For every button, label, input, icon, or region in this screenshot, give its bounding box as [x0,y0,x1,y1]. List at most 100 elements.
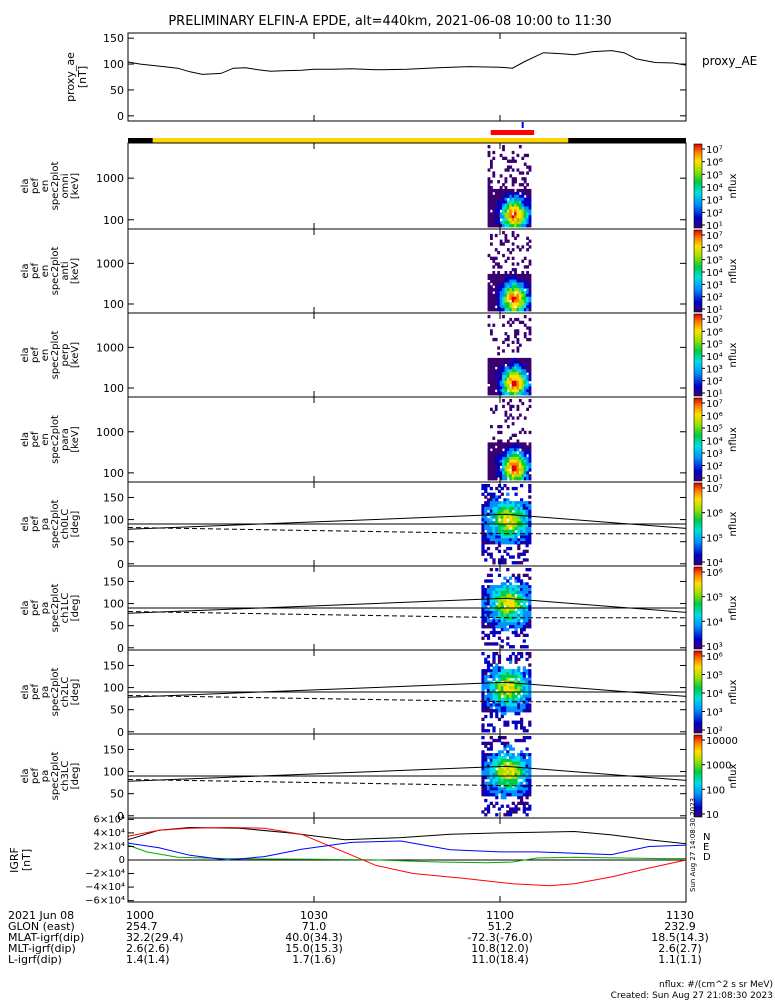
pa-spec-ch1-cell [525,568,529,572]
pa-spec-ch2-cell [489,692,493,696]
pa-spec-ch0-cell [497,538,502,542]
en-spec-para-cell [504,474,508,478]
pa-spec-ch2-cell [489,697,493,701]
pa-spec-ch2-cell [525,683,529,687]
en-spec-anti-cell [528,299,532,303]
en-spec-anti-cell [521,259,525,263]
pa-spec-ch0-cell [506,509,510,513]
pa-spec-ch2-cell [497,686,502,690]
en-spec-perp-cell [516,375,520,379]
pa-spec-ch0-cell [492,498,496,502]
pa-spec-ch3-cell [522,778,526,783]
pa-spec-ch0-cell [520,561,524,565]
pa-spec-ch0-cell [506,515,510,519]
en-spec-omni-cell [490,180,493,184]
en-spec-omni-cell [487,224,491,228]
en-spec-perp-cell [514,380,517,384]
pa-spec-ch2-ylabel-1: pef [30,684,41,701]
pa-spec-ch3-cell [492,738,496,743]
en-spec-para-cell [526,448,529,452]
en-spec-omni-cell [514,212,517,216]
en-spec-anti-ylabel-0: ela [20,263,31,278]
pa-spec-ch1-cell [517,585,521,589]
en-spec-para-cell [521,474,525,478]
pa-spec-ch2-ytick-label: 0 [117,726,124,739]
en-spec-para-cell [502,442,505,446]
en-spec-anti-cell [487,276,491,280]
pa-spec-ch3-cell [497,787,502,791]
pa-spec-ch1-cell [500,622,504,626]
en-spec-perp-cell [499,366,503,370]
en-spec-para-cell [516,477,520,481]
en-spec-perp-cell [504,357,508,362]
en-spec-omni-cell [490,194,493,199]
ephem-row-label: MLT-igrf(dip) [8,942,76,955]
pa-spec-ch3-cell [506,758,510,763]
pa-spec-ch1-cell [511,596,515,600]
pa-spec-ch2-cell [492,652,496,656]
en-spec-perp-cell [514,360,517,364]
orbit-bar [128,122,686,143]
en-spec-para-cell [514,474,517,478]
pa-spec-ch2-cell [528,720,532,724]
pa-spec-ch2-cell [484,694,488,699]
en-spec-perp-cell [521,369,525,373]
pa-spec-ch1-cell [500,619,504,623]
en-spec-para-cell [487,465,491,469]
pa-spec-ch1-cell [528,599,532,603]
pa-spec-ch3-cell [525,787,529,791]
igrf-ytick-label: 6×10⁴ [94,814,125,825]
en-spec-perp-cell [499,383,503,387]
pa-spec-ch1-cell [497,599,502,603]
en-spec-perp-zbar-label: 10² [706,377,723,388]
en-spec-omni-cell [526,209,529,213]
en-spec-perp-cell [490,389,493,393]
en-spec-anti-cell [523,285,527,289]
proxy-ae-ytick-label: 150 [103,32,124,45]
en-spec-perp-cell [516,383,520,387]
en-spec-para-cell [502,445,505,449]
pa-spec-ch3-zbar-label: 1000 [706,761,731,772]
pa-spec-ch3-cell [506,778,510,783]
pa-spec-ch3-cell [528,793,532,797]
pa-spec-ch2-cell [503,706,507,710]
pa-spec-ch1-cell [528,596,532,600]
pa-spec-ch2-cell [495,700,499,704]
pa-spec-ch1-cell [486,588,491,592]
pa-spec-ch3-cell [520,776,524,780]
pa-spec-ch3-cell [514,761,518,765]
pa-spec-ch1-cell [489,622,493,626]
en-spec-perp-cell [504,360,508,364]
en-spec-anti-cell [497,276,500,280]
en-spec-anti-cell [511,248,515,252]
pa-spec-ch3-cell [481,750,485,754]
en-spec-perp-cell [490,360,493,364]
pa-spec-ch1-cell [522,588,526,592]
pa-spec-ch2-cell [514,720,518,724]
en-spec-omni-cell [514,177,517,181]
pa-spec-ch3-cell [495,753,499,757]
pa-spec-ch1-cell [481,599,485,603]
en-spec-anti-cell [523,293,527,298]
en-spec-anti-cell [487,291,491,295]
pa-spec-ch3-cell [509,790,513,794]
pa-spec-ch3-cell [520,738,524,743]
en-spec-omni-cell [506,168,510,172]
pa-spec-ch0-cell [511,538,515,542]
pa-spec-ch3-cell [517,793,521,797]
en-spec-omni-cell [502,209,505,213]
en-spec-para-cell [509,477,513,481]
pa-spec-ch2-cell [517,689,521,693]
en-spec-omni-cell [490,197,493,201]
en-spec-omni-cell [521,206,525,210]
pa-spec-ch2-cell [503,697,507,701]
en-spec-para-cell [499,477,503,481]
pa-spec-ch0-cell [509,515,513,519]
en-spec-para-cell [511,422,515,426]
pa-spec-ch2-cell [497,674,502,679]
pa-spec-ch2-ytick-label: 150 [103,659,124,672]
pa-spec-ch0-cell [492,526,496,531]
pa-spec-ch3-cell [528,807,532,811]
pa-spec-ch1-cell [484,633,488,637]
